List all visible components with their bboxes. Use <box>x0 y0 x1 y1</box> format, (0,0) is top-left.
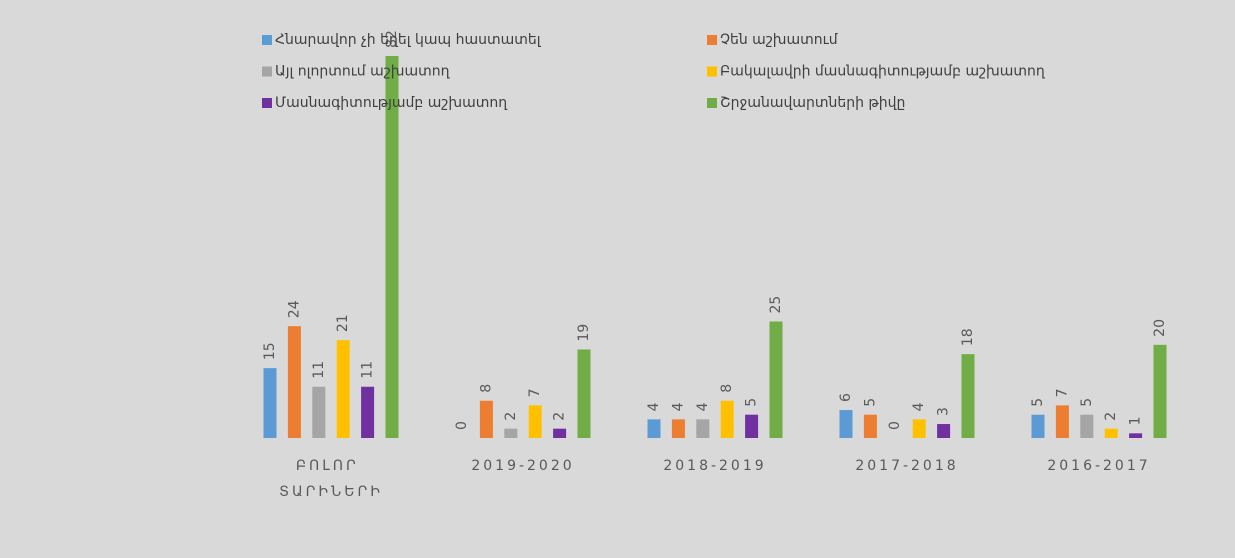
bar <box>287 326 301 438</box>
bar <box>1153 344 1167 438</box>
bar <box>504 428 518 438</box>
legend-label: Բակալավրի մասնագիտությամբ աշխատող <box>720 64 1046 80</box>
bar <box>361 386 375 438</box>
bar <box>671 419 685 438</box>
value-label: 18 <box>960 328 976 346</box>
bar <box>1129 433 1143 438</box>
bar <box>263 368 277 438</box>
value-label: 0 <box>454 421 470 430</box>
bar <box>696 419 710 438</box>
value-label: 5 <box>1079 398 1095 407</box>
value-label: 0 <box>887 421 903 430</box>
legend-label: Շրջանավարտների թիվը <box>720 95 905 111</box>
x-tick-label: ԲՈԼՈՐ ՏԱՐԻՆԵՐԻ <box>279 458 383 500</box>
bar <box>553 428 567 438</box>
value-label: 82 <box>384 30 400 48</box>
bar <box>647 419 661 438</box>
legend-swatch <box>262 98 272 108</box>
x-tick-label: 2017-2018 <box>855 458 958 474</box>
bar <box>385 56 399 438</box>
value-label: 6 <box>838 393 854 402</box>
bar <box>912 419 926 438</box>
value-label: 5 <box>1030 398 1046 407</box>
bar <box>863 414 877 438</box>
bar <box>1055 405 1069 438</box>
bar <box>1104 428 1118 438</box>
legend-swatch <box>262 66 272 77</box>
value-label: 4 <box>911 402 927 411</box>
bar <box>479 400 493 438</box>
value-label: 5 <box>744 398 760 407</box>
x-tick-label: 2016-2017 <box>1047 458 1150 474</box>
value-label: 1 <box>1128 416 1144 425</box>
value-label: 7 <box>1054 388 1070 397</box>
x-tick-label: 2019-2020 <box>471 458 574 474</box>
value-label: 7 <box>527 388 543 397</box>
bar <box>720 400 734 438</box>
legend-label: Հնարավոր չի եղել կապ հաստատել <box>275 32 542 48</box>
legend-swatch <box>707 66 717 77</box>
value-label: 20 <box>1152 319 1168 337</box>
bar <box>839 410 853 438</box>
value-label: 11 <box>360 361 376 379</box>
value-label: 25 <box>768 296 784 314</box>
value-label: 2 <box>552 412 568 421</box>
legend-swatch <box>707 35 717 45</box>
value-label: 8 <box>719 384 735 393</box>
bar <box>961 354 975 438</box>
legend-swatch <box>707 98 717 108</box>
bar <box>336 340 350 438</box>
bar <box>1031 414 1045 438</box>
value-label: 11 <box>311 361 327 379</box>
bar <box>745 414 759 438</box>
value-label: 3 <box>936 407 952 416</box>
bar <box>769 321 783 438</box>
value-label: 4 <box>695 402 711 411</box>
value-label: 24 <box>286 300 302 318</box>
bar <box>528 405 542 438</box>
legend-swatch <box>262 35 272 45</box>
value-label: 8 <box>478 384 494 393</box>
value-label: 5 <box>862 398 878 407</box>
value-label: 2 <box>503 412 519 421</box>
value-label: 2 <box>1103 412 1119 421</box>
value-label: 15 <box>262 342 278 360</box>
legend-label: Մասնագիտությամբ աշխատող <box>275 95 508 111</box>
value-label: 21 <box>335 314 351 332</box>
bar <box>937 424 951 438</box>
bar <box>312 386 326 438</box>
x-tick-label: 2018-2019 <box>663 458 766 474</box>
legend-label: Չեն աշխատում <box>720 32 839 48</box>
legend: Հնարավոր չի եղել կապ հաստատել Չեն աշխատու… <box>262 32 1046 111</box>
value-label: 19 <box>576 324 592 342</box>
bar <box>577 349 591 438</box>
value-label: 4 <box>670 402 686 411</box>
value-label: 4 <box>646 402 662 411</box>
legend-label: Այլ ոլորտում աշխատող <box>275 64 451 80</box>
bar <box>1080 414 1094 438</box>
